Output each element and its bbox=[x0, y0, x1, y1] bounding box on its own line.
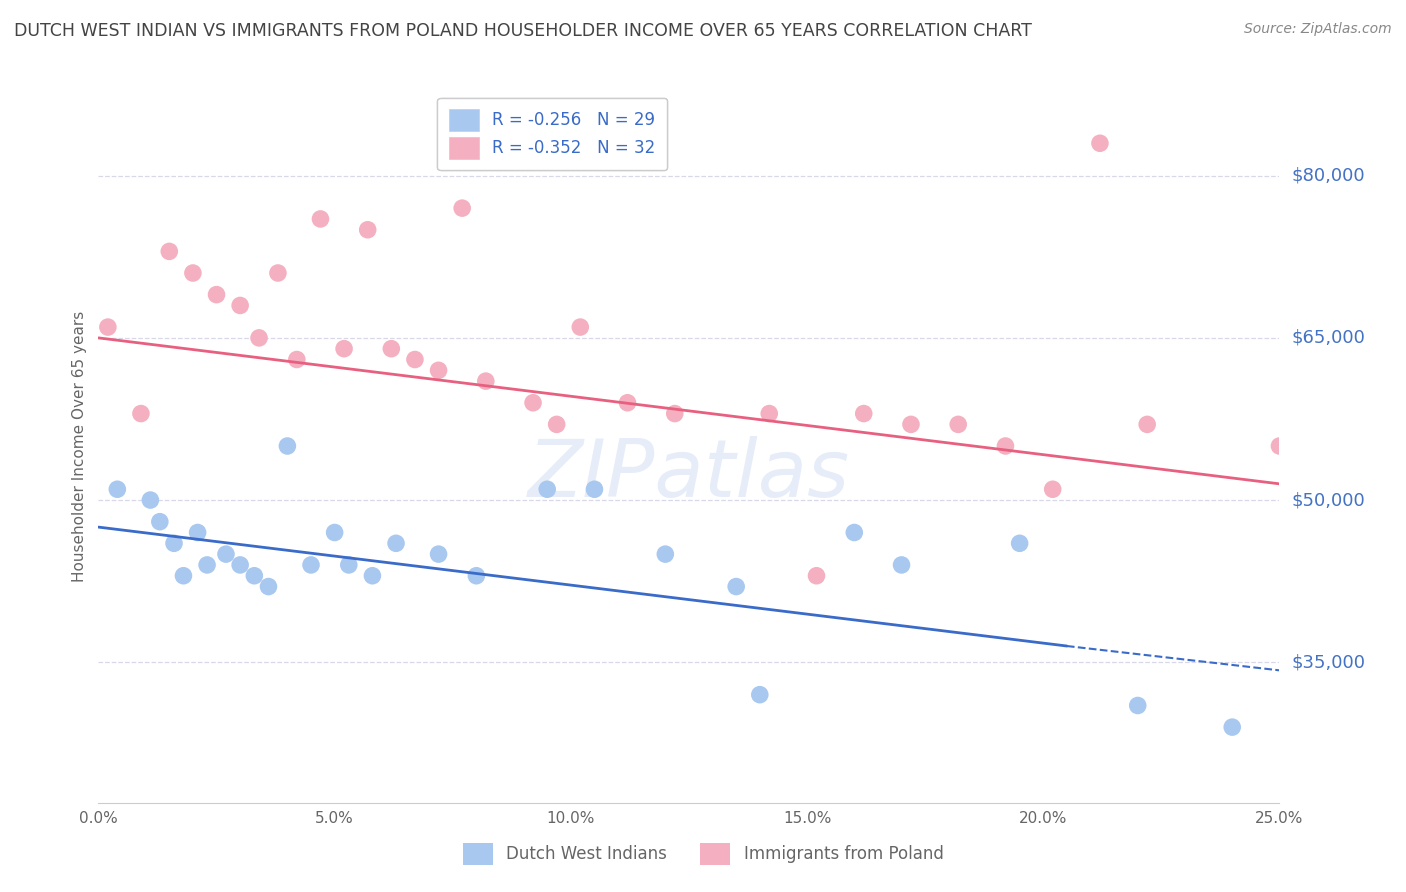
Point bbox=[149, 515, 172, 529]
Text: $35,000: $35,000 bbox=[1291, 653, 1365, 672]
Point bbox=[247, 331, 270, 345]
Text: $65,000: $65,000 bbox=[1291, 329, 1365, 347]
Point bbox=[229, 298, 252, 312]
Point bbox=[380, 342, 402, 356]
Point bbox=[583, 482, 606, 496]
Point bbox=[546, 417, 568, 432]
Point bbox=[333, 342, 356, 356]
Point bbox=[806, 568, 828, 582]
Point bbox=[187, 525, 209, 540]
Point bbox=[323, 525, 346, 540]
Point bbox=[900, 417, 922, 432]
Point bbox=[276, 439, 298, 453]
Point bbox=[1042, 482, 1064, 496]
Legend: R = -0.256   N = 29, R = -0.352   N = 32: R = -0.256 N = 29, R = -0.352 N = 32 bbox=[437, 97, 668, 170]
Point bbox=[1136, 417, 1159, 432]
Point bbox=[725, 580, 748, 594]
Point bbox=[522, 396, 544, 410]
Point bbox=[748, 688, 770, 702]
Point bbox=[309, 211, 332, 226]
Point bbox=[616, 396, 638, 410]
Point bbox=[852, 407, 875, 421]
Point bbox=[844, 525, 866, 540]
Point bbox=[181, 266, 204, 280]
Point bbox=[129, 407, 152, 421]
Text: Source: ZipAtlas.com: Source: ZipAtlas.com bbox=[1244, 22, 1392, 37]
Point bbox=[427, 547, 450, 561]
Point bbox=[1268, 439, 1291, 453]
Point bbox=[229, 558, 252, 572]
Point bbox=[299, 558, 322, 572]
Point bbox=[758, 407, 780, 421]
Point bbox=[1008, 536, 1031, 550]
Point bbox=[285, 352, 308, 367]
Point bbox=[475, 374, 498, 388]
Point bbox=[654, 547, 676, 561]
Point bbox=[1220, 720, 1243, 734]
Point bbox=[267, 266, 290, 280]
Point bbox=[385, 536, 408, 550]
Text: DUTCH WEST INDIAN VS IMMIGRANTS FROM POLAND HOUSEHOLDER INCOME OVER 65 YEARS COR: DUTCH WEST INDIAN VS IMMIGRANTS FROM POL… bbox=[14, 22, 1032, 40]
Text: $80,000: $80,000 bbox=[1291, 167, 1365, 185]
Point bbox=[105, 482, 128, 496]
Point bbox=[948, 417, 970, 432]
Text: ZIPatlas: ZIPatlas bbox=[527, 435, 851, 514]
Point bbox=[243, 568, 266, 582]
Point bbox=[404, 352, 426, 367]
Point bbox=[465, 568, 488, 582]
Point bbox=[427, 363, 450, 377]
Point bbox=[172, 568, 194, 582]
Point bbox=[163, 536, 186, 550]
Point bbox=[257, 580, 280, 594]
Point bbox=[536, 482, 558, 496]
Point bbox=[97, 320, 120, 334]
Point bbox=[215, 547, 238, 561]
Point bbox=[664, 407, 686, 421]
Point bbox=[1088, 136, 1111, 151]
Point bbox=[337, 558, 360, 572]
Text: $50,000: $50,000 bbox=[1291, 491, 1365, 509]
Point bbox=[451, 201, 474, 215]
Point bbox=[205, 287, 228, 301]
Point bbox=[1126, 698, 1149, 713]
Point bbox=[361, 568, 384, 582]
Y-axis label: Householder Income Over 65 years: Householder Income Over 65 years bbox=[72, 310, 87, 582]
Point bbox=[157, 244, 180, 259]
Point bbox=[195, 558, 218, 572]
Point bbox=[994, 439, 1017, 453]
Legend: Dutch West Indians, Immigrants from Poland: Dutch West Indians, Immigrants from Pola… bbox=[453, 833, 953, 875]
Point bbox=[139, 493, 162, 508]
Point bbox=[357, 223, 380, 237]
Point bbox=[569, 320, 592, 334]
Point bbox=[890, 558, 912, 572]
